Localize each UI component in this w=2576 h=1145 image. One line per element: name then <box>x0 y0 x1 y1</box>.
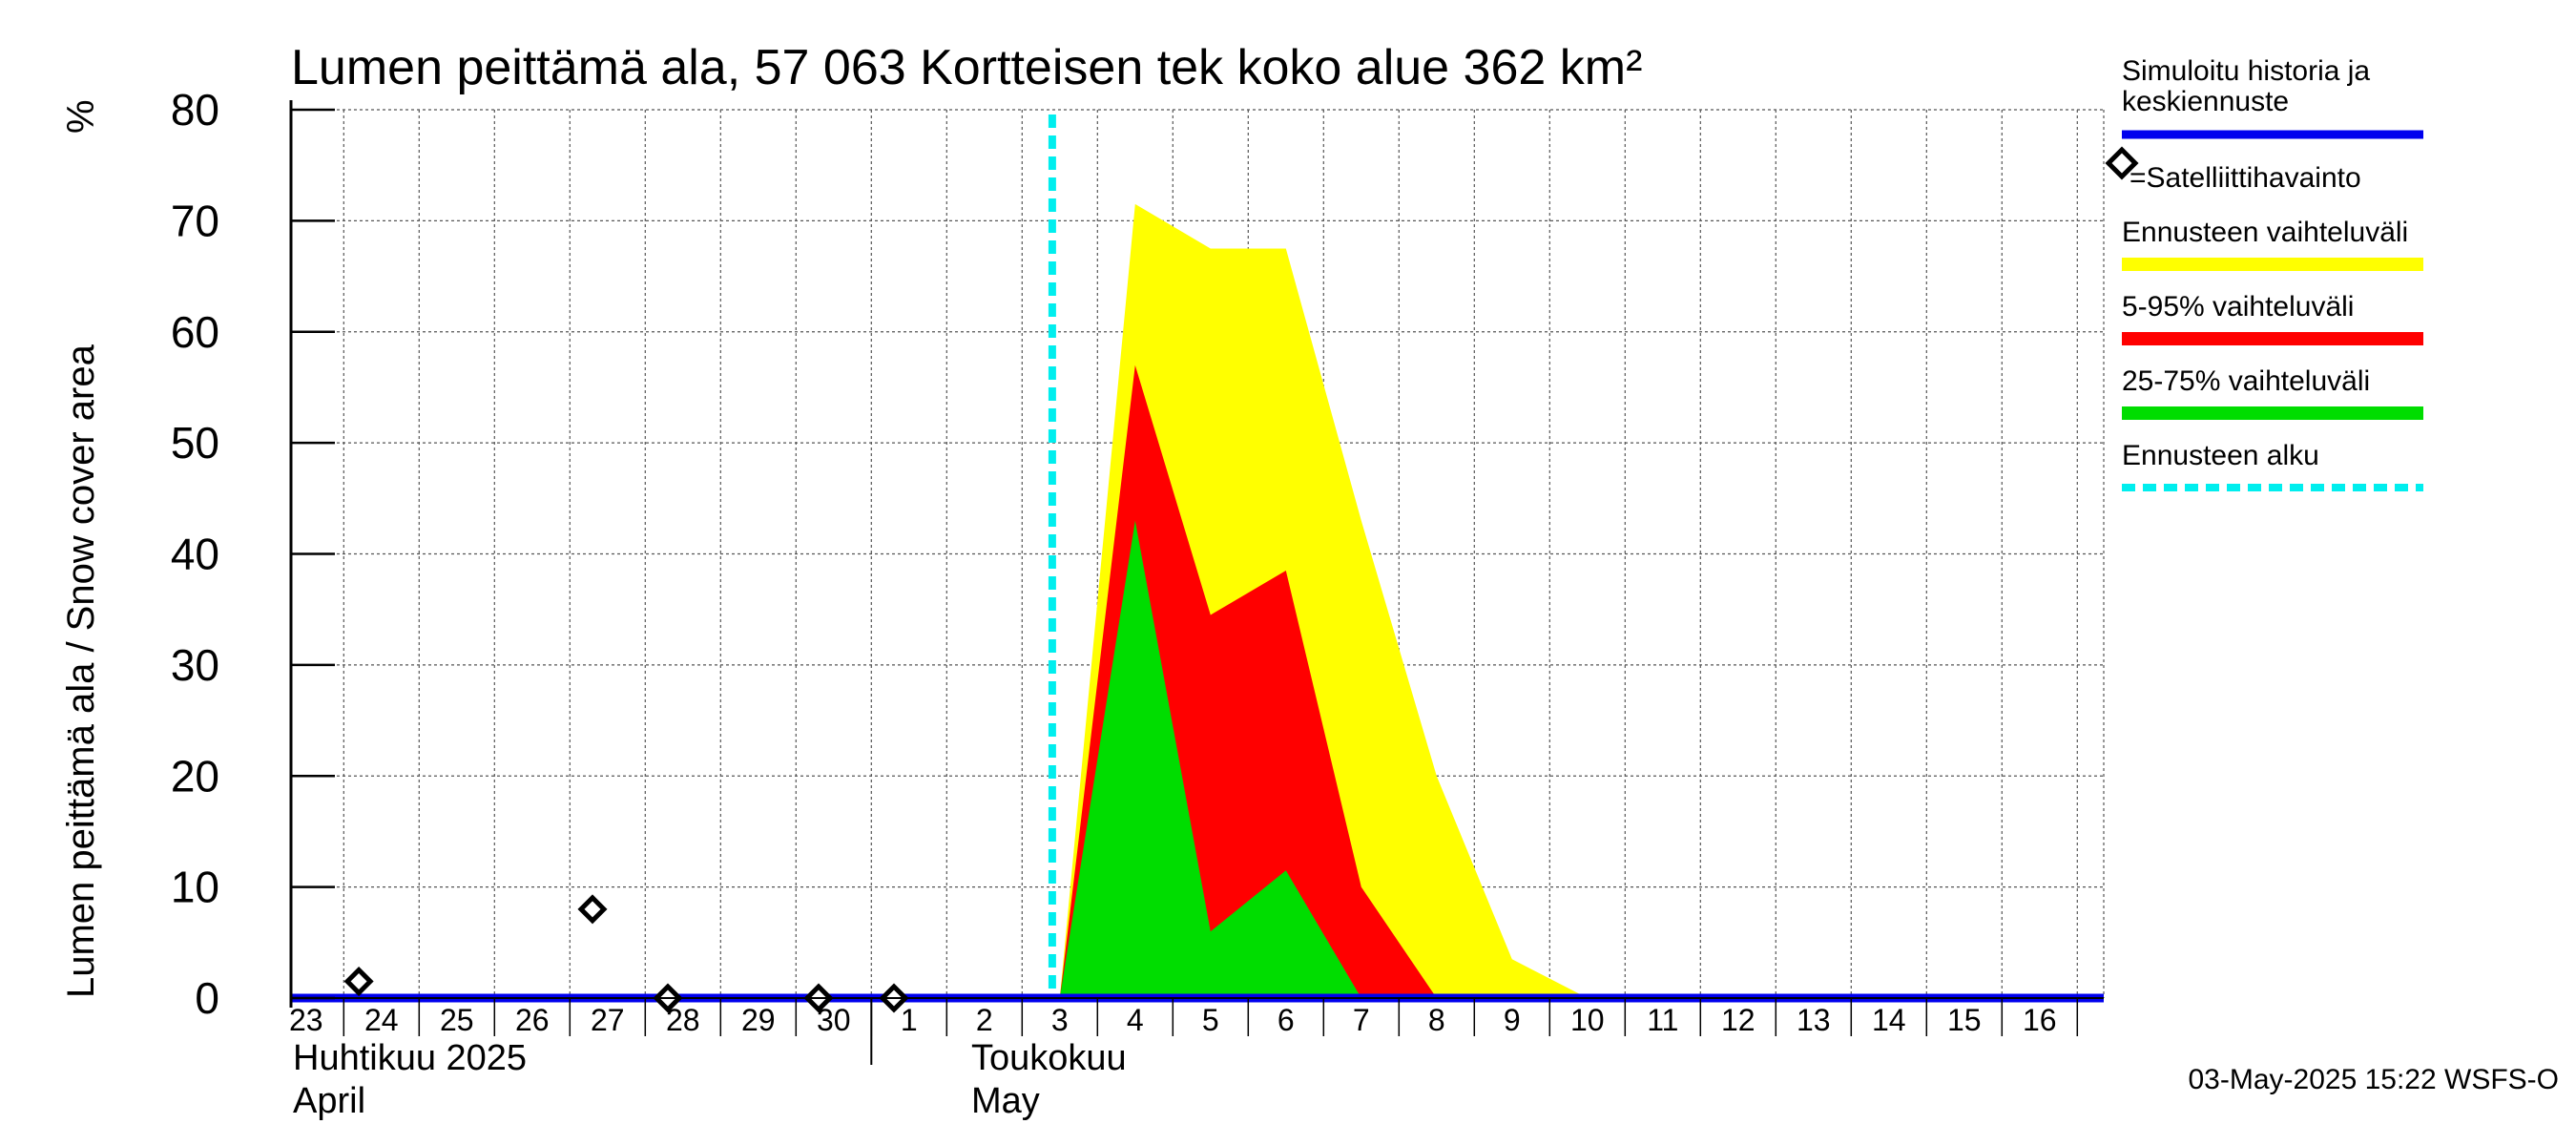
y-axis-unit: % <box>60 99 102 134</box>
y-tick-label-70: 70 <box>171 196 219 245</box>
y-tick-label-0: 0 <box>195 973 219 1023</box>
x-tick-label-24: 24 <box>364 1003 399 1037</box>
x-tick-label-2: 2 <box>976 1003 993 1037</box>
legend: Simuloitu historia ja keskiennuste =Sate… <box>2105 55 2423 491</box>
satellite-observations <box>343 894 909 1013</box>
legend-label-forecast-range: Ennusteen vaihteluväli <box>2122 217 2408 248</box>
y-tick-label-80: 80 <box>171 85 219 135</box>
y-tick-label-20: 20 <box>171 751 219 801</box>
legend-label-5-95: 5-95% vaihteluväli <box>2122 291 2354 323</box>
legend-label-simulated-line1: Simuloitu historia ja <box>2122 55 2370 87</box>
legend-label-satellite: =Satelliittihavainto <box>2129 162 2361 194</box>
chart-text: Lumen peittämä ala, 57 063 Kortteisen te… <box>60 40 2559 1121</box>
x-tick-label-12: 12 <box>1721 1003 1755 1037</box>
y-tick-label-40: 40 <box>171 530 219 579</box>
month-label-april-fi: Huhtikuu 2025 <box>293 1038 527 1078</box>
x-tick-label-30: 30 <box>817 1003 851 1037</box>
y-tick-label-30: 30 <box>171 640 219 690</box>
y-tick-label-60: 60 <box>171 307 219 357</box>
x-tick-label-13: 13 <box>1797 1003 1831 1037</box>
month-label-may-en: May <box>971 1081 1040 1121</box>
x-tick-label-14: 14 <box>1872 1003 1906 1037</box>
x-tick-label-6: 6 <box>1278 1003 1295 1037</box>
observation-point-1 <box>577 894 608 925</box>
x-tick-label-8: 8 <box>1428 1003 1445 1037</box>
x-tick-label-16: 16 <box>2023 1003 2057 1037</box>
x-tick-label-29: 29 <box>741 1003 776 1037</box>
x-tick-label-26: 26 <box>515 1003 550 1037</box>
y-tick-label-10: 10 <box>171 863 219 912</box>
x-tick-label-10: 10 <box>1570 1003 1605 1037</box>
month-label-may-fi: Toukokuu <box>971 1038 1127 1078</box>
observation-point-0 <box>343 967 374 997</box>
x-tick-label-1: 1 <box>901 1003 918 1037</box>
forecast-bands <box>1059 203 1588 998</box>
x-tick-label-28: 28 <box>666 1003 700 1037</box>
x-tick-label-4: 4 <box>1127 1003 1144 1037</box>
x-tick-label-3: 3 <box>1051 1003 1069 1037</box>
x-tick-label-9: 9 <box>1504 1003 1521 1037</box>
x-tick-label-7: 7 <box>1353 1003 1370 1037</box>
x-tick-label-11: 11 <box>1647 1003 1678 1037</box>
legend-label-25-75: 25-75% vaihteluväli <box>2122 365 2370 397</box>
x-tick-label-5: 5 <box>1202 1003 1219 1037</box>
x-tick-label-23: 23 <box>289 1003 323 1037</box>
chart-title: Lumen peittämä ala, 57 063 Kortteisen te… <box>291 40 1642 95</box>
x-tick-label-15: 15 <box>1947 1003 1982 1037</box>
y-tick-label-50: 50 <box>171 418 219 468</box>
month-label-april-en: April <box>293 1081 365 1121</box>
band-2 <box>1059 520 1361 998</box>
y-axis-label: Lumen peittämä ala / Snow cover area <box>60 344 102 998</box>
timestamp-footer: 03-May-2025 15:22 WSFS-O <box>2189 1064 2560 1095</box>
x-tick-label-27: 27 <box>591 1003 625 1037</box>
legend-label-simulated-line2: keskiennuste <box>2122 86 2289 117</box>
legend-label-forecast-start: Ennusteen alku <box>2122 440 2319 471</box>
legend-marker-satellite-icon <box>2105 146 2139 180</box>
x-tick-label-25: 25 <box>440 1003 474 1037</box>
